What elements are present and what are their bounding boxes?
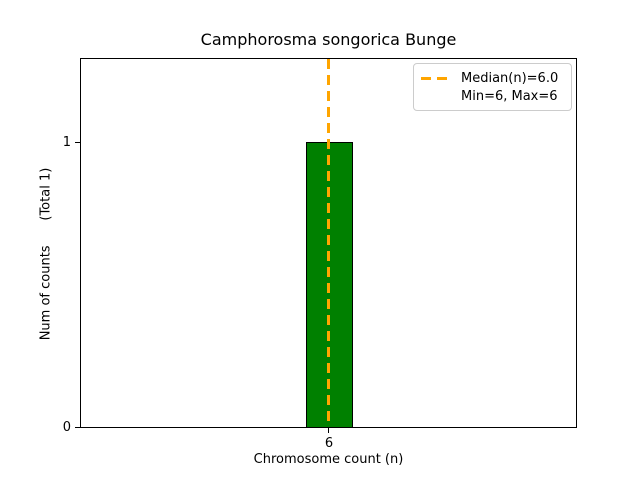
legend-marker-spacer (421, 95, 448, 98)
y-tick-label-1: 1 (62, 135, 71, 150)
orange-dashed-line-icon (421, 76, 448, 80)
y-tick-label-0: 0 (62, 420, 71, 435)
x-axis-label: Chromosome count (n) (253, 452, 404, 467)
y-axis-label: Num of counts (Total 1) (38, 167, 54, 341)
y-tick-mark-1 (75, 142, 80, 143)
legend-item-median: Median(n)=6.0 (421, 69, 563, 87)
legend: Median(n)=6.0 Min=6, Max=6 (413, 63, 572, 111)
plot-area (80, 58, 577, 428)
legend-label-median: Median(n)=6.0 (461, 70, 559, 86)
x-tick-mark-6 (328, 428, 329, 433)
legend-label-minmax: Min=6, Max=6 (461, 88, 558, 104)
legend-item-minmax: Min=6, Max=6 (421, 87, 563, 105)
y-tick-mark-0 (75, 427, 80, 428)
x-tick-label-6: 6 (324, 436, 334, 451)
chart-title: Camphorosma songorica Bunge (200, 30, 457, 49)
median-line (327, 59, 330, 427)
